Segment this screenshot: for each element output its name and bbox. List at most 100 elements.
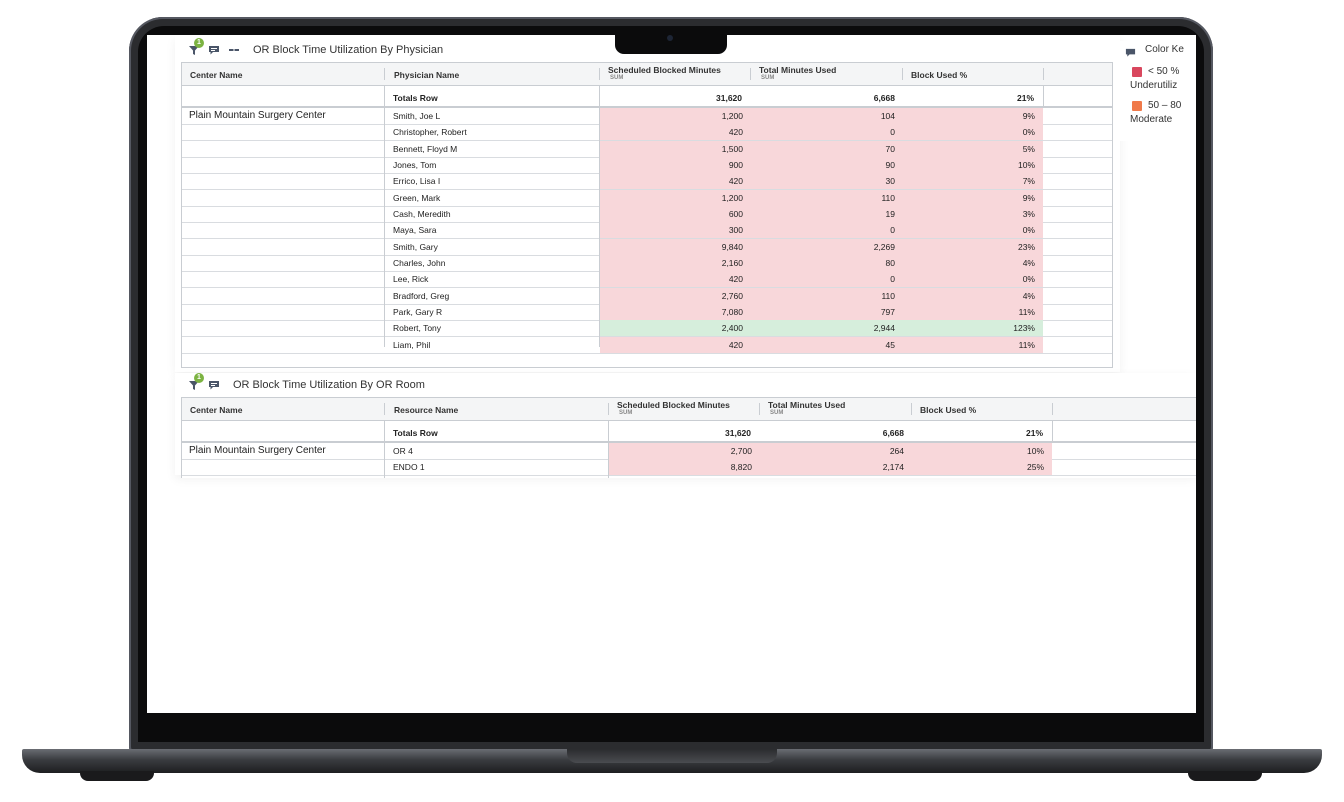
legend-label-1: Underutiliz bbox=[1130, 80, 1178, 91]
table-row[interactable]: ENDO 1 8,820 2,174 25% bbox=[182, 459, 1196, 477]
physician-table: Center Name Physician Name Scheduled Blo… bbox=[181, 62, 1113, 368]
row-pct: 9% bbox=[903, 108, 1043, 124]
row-scheduled: 2,400 bbox=[600, 320, 751, 337]
table-row[interactable]: Robert, Tony 2,400 2,944 123% bbox=[182, 320, 1112, 338]
table-row[interactable]: Christopher, Robert 420 0 0% bbox=[182, 124, 1112, 142]
table-row[interactable]: Jones, Tom 900 90 10% bbox=[182, 156, 1112, 174]
col-center-name[interactable]: Center Name bbox=[190, 70, 243, 80]
row-scheduled: 9,840 bbox=[600, 238, 751, 255]
filter-icon[interactable]: 1 bbox=[187, 373, 204, 392]
row-name: Errico, Lisa I bbox=[393, 176, 441, 187]
row-used: 2,944 bbox=[751, 320, 903, 337]
col-total-minutes-used[interactable]: Total Minutes Used SUM bbox=[759, 65, 837, 81]
row-name: Jones, Tom bbox=[393, 159, 437, 170]
totals-used: 6,668 bbox=[873, 93, 895, 103]
row-used: 264 bbox=[760, 443, 912, 459]
row-name: Green, Mark bbox=[393, 192, 441, 203]
row-pct: 25% bbox=[912, 459, 1052, 476]
row-name: Christopher, Robert bbox=[393, 127, 467, 138]
row-pct: 3% bbox=[903, 205, 1043, 222]
row-pct: 7% bbox=[903, 173, 1043, 190]
row-scheduled: 1,200 bbox=[600, 108, 751, 124]
row-pct: 0% bbox=[903, 124, 1043, 141]
table-row[interactable]: Cash, Meredith 600 19 3% bbox=[182, 205, 1112, 223]
comment-icon[interactable] bbox=[207, 378, 221, 392]
row-name: Liam, Phil bbox=[393, 339, 431, 350]
totals-used: 6,668 bbox=[882, 428, 904, 438]
totals-scheduled: 31,620 bbox=[725, 428, 751, 438]
row-scheduled: 420 bbox=[600, 173, 751, 190]
row-used: 45 bbox=[751, 336, 903, 353]
row-pct: 123% bbox=[903, 320, 1043, 337]
row-name: OR 4 bbox=[393, 446, 413, 456]
totals-pct: 21% bbox=[1025, 428, 1043, 438]
table-row[interactable]: OR 4 2,700 264 10% bbox=[182, 443, 1196, 460]
row-used: 0 bbox=[751, 222, 903, 239]
totals-label: Totals Row bbox=[393, 93, 438, 103]
table-header: Center Name Resource Name Scheduled Bloc… bbox=[182, 398, 1196, 421]
laptop-foot-right bbox=[1188, 771, 1262, 781]
row-name: Charles, John bbox=[393, 257, 446, 268]
row-scheduled: 8,820 bbox=[609, 459, 760, 476]
col-block-used-pct[interactable]: Block Used % bbox=[911, 70, 968, 80]
row-scheduled: 1,200 bbox=[600, 189, 751, 206]
camera-icon bbox=[667, 35, 673, 41]
table-row[interactable]: Errico, Lisa I 420 30 7% bbox=[182, 173, 1112, 191]
table-row[interactable]: Smith, Gary 9,840 2,269 23% bbox=[182, 238, 1112, 256]
underutilized-swatch bbox=[1132, 67, 1142, 77]
row-name: Park, Gary R bbox=[393, 306, 443, 317]
row-name: Smith, Joe L bbox=[393, 111, 441, 121]
col-resource-name[interactable]: Resource Name bbox=[394, 405, 459, 415]
table-row[interactable]: Charles, John 2,160 80 4% bbox=[182, 254, 1112, 272]
table-row[interactable]: Green, Mark 1,200 110 9% bbox=[182, 189, 1112, 207]
row-scheduled: 420 bbox=[600, 336, 751, 353]
row-name: Robert, Tony bbox=[393, 323, 442, 334]
link-icon[interactable] bbox=[227, 43, 241, 57]
row-scheduled: 2,700 bbox=[609, 443, 760, 459]
table-row[interactable]: Maya, Sara 300 0 0% bbox=[182, 222, 1112, 240]
screen: 1 OR Block Time Utilization By Physician… bbox=[147, 35, 1196, 713]
totals-pct: 21% bbox=[1016, 93, 1034, 103]
camera-notch bbox=[615, 35, 727, 54]
table-row[interactable]: Park, Gary R 7,080 797 11% bbox=[182, 303, 1112, 321]
row-used: 80 bbox=[751, 254, 903, 271]
comment-icon[interactable] bbox=[1125, 45, 1136, 63]
moderate-swatch bbox=[1132, 101, 1142, 111]
filter-count-badge: 1 bbox=[194, 38, 204, 48]
table-row[interactable]: Bradford, Greg 2,760 110 4% bbox=[182, 287, 1112, 305]
legend-label-2: Moderate bbox=[1130, 114, 1173, 125]
col-scheduled-blocked-minutes[interactable]: Scheduled Blocked Minutes SUM bbox=[617, 400, 730, 416]
row-pct: 10% bbox=[912, 443, 1052, 459]
table-row[interactable]: Lee, Rick 420 0 0% bbox=[182, 271, 1112, 289]
table-header: Center Name Physician Name Scheduled Blo… bbox=[182, 63, 1112, 86]
col-total-minutes-used[interactable]: Total Minutes Used SUM bbox=[768, 400, 846, 416]
screen-chin bbox=[147, 713, 1196, 742]
row-pct: 4% bbox=[903, 287, 1043, 304]
legend-range-2: 50 – 80 bbox=[1148, 100, 1182, 111]
table-row[interactable]: Bennett, Floyd M 1,500 70 5% bbox=[182, 140, 1112, 158]
comment-icon[interactable] bbox=[207, 43, 221, 57]
col-block-used-pct[interactable]: Block Used % bbox=[920, 405, 977, 415]
row-pct: 10% bbox=[903, 156, 1043, 173]
center-name-cell: Plain Mountain Surgery Center bbox=[189, 110, 326, 121]
col-center-name[interactable]: Center Name bbox=[190, 405, 243, 415]
legend-range-1: < 50 % bbox=[1148, 66, 1180, 77]
row-name: Smith, Gary bbox=[393, 241, 438, 252]
row-used: 0 bbox=[751, 271, 903, 288]
row-used: 104 bbox=[751, 108, 903, 124]
row-name: Cash, Meredith bbox=[393, 208, 451, 219]
filter-icon[interactable]: 1 bbox=[187, 38, 204, 57]
col-scheduled-blocked-minutes[interactable]: Scheduled Blocked Minutes SUM bbox=[608, 65, 721, 81]
table-row[interactable]: Liam, Phil 420 45 11% bbox=[182, 336, 1112, 354]
color-key-legend: Color Ke < 50 % Underutiliz 50 – 80 Mode… bbox=[1117, 41, 1196, 141]
row-pct: 11% bbox=[903, 336, 1043, 353]
row-used: 110 bbox=[751, 287, 903, 304]
col-physician-name[interactable]: Physician Name bbox=[394, 70, 460, 80]
row-used: 797 bbox=[751, 303, 903, 320]
center-name-cell: Plain Mountain Surgery Center bbox=[189, 445, 326, 456]
row-used: 30 bbox=[751, 173, 903, 190]
row-scheduled: 7,080 bbox=[600, 303, 751, 320]
row-pct: 0% bbox=[903, 222, 1043, 239]
totals-row: Totals Row 31,620 6,668 21% bbox=[182, 90, 1112, 108]
or-room-panel-title: OR Block Time Utilization By OR Room bbox=[233, 379, 425, 391]
